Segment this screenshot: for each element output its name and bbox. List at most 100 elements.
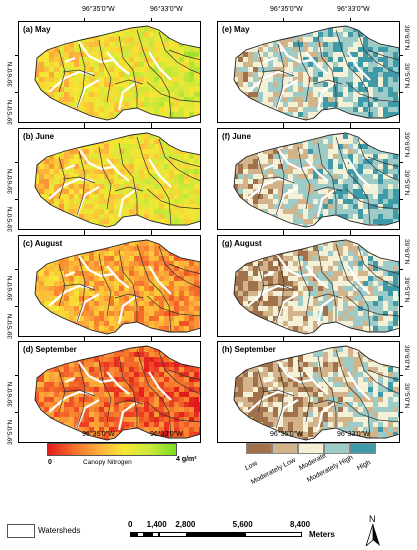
latitude-label: 39°6'0"N: [7, 168, 14, 194]
category-swatch-3: [324, 443, 350, 454]
watershed-boundary: [136, 243, 172, 333]
watershed-boundary: [146, 188, 200, 210]
map-panel-d: (d) September: [18, 341, 201, 443]
watershed-map-d: [34, 345, 200, 441]
study-area-outline: [34, 132, 200, 228]
study-area-outline: [34, 345, 200, 441]
watershed-boundary: [62, 389, 96, 397]
right-bottom-coord-2: 96°33'0"W: [337, 431, 370, 438]
watershed-boundary: [297, 359, 311, 423]
map-tick: [399, 92, 403, 93]
watershed-boundary: [275, 150, 285, 216]
watershed-boundary: [98, 253, 112, 317]
panel-label-d: (d) September: [23, 345, 77, 354]
map-tick: [283, 18, 284, 22]
map-tick: [15, 412, 19, 413]
watershed-boundary: [76, 257, 86, 323]
map-tick: [151, 18, 152, 22]
map-tick: [399, 375, 403, 376]
map-tick: [283, 122, 284, 126]
watershed-boundary: [118, 355, 138, 428]
watershed-boundary: [357, 245, 399, 289]
watershed-boundary: [114, 293, 144, 299]
map-tick: [399, 269, 403, 270]
map-tick: [283, 232, 284, 236]
watershed-boundary: [118, 35, 138, 108]
panel-label-b: (b) June: [23, 132, 55, 141]
watershed-boundary: [297, 146, 311, 210]
watershed-boundary: [98, 146, 112, 210]
watershed-boundary: [146, 81, 200, 103]
watershed-label: Watersheds: [38, 526, 81, 535]
scale-subsegment: [130, 532, 138, 537]
latitude-label: 39°6'0"N: [7, 381, 14, 407]
map-tick: [283, 338, 284, 342]
watershed-boundary: [313, 399, 343, 405]
map-tick: [399, 199, 403, 200]
watershed-boundary: [357, 138, 399, 182]
watershed-boundary: [158, 31, 200, 75]
map-tick: [283, 125, 284, 129]
watershed-boundary: [261, 69, 295, 77]
watershed-boundary: [367, 156, 399, 168]
watershed-map-b: [34, 132, 200, 228]
watershed-boundary: [367, 369, 399, 381]
category-swatch-4: [350, 443, 376, 454]
watershed-boundary: [357, 351, 399, 395]
scale-unit: Meters: [309, 530, 335, 539]
watershed-map-e: [233, 25, 399, 121]
nitrogen-title: Canopy Nitrogen: [83, 459, 132, 466]
watershed-boundary: [76, 43, 86, 109]
panel-label-a: (a) May: [23, 25, 51, 34]
watershed-boundary: [76, 150, 86, 216]
map-tick: [283, 229, 284, 233]
watershed-boundary: [357, 31, 399, 75]
latitude-label: 39°5'0"N: [7, 419, 14, 445]
watershed-boundary: [335, 243, 371, 333]
scale-tick-label: 5,600: [232, 520, 253, 529]
map-tick: [151, 125, 152, 129]
watershed-boundary: [335, 349, 371, 439]
map-tick: [399, 412, 403, 413]
watershed-map-g: [233, 239, 399, 335]
map-panel-a: (a) May: [18, 21, 201, 123]
latitude-label: 39°6'0"N: [7, 61, 14, 87]
scale-subsegment: [151, 532, 159, 537]
category-label-0: Low: [244, 459, 259, 473]
scale-tick-label: 1,400: [146, 520, 167, 529]
watershed-boundary: [297, 253, 311, 317]
study-area-outline: [233, 239, 399, 335]
watershed-boundary: [62, 283, 96, 291]
watershed-boundary: [345, 81, 399, 103]
watershed-boundary: [313, 293, 343, 299]
latitude-label: 39°6'0"N: [403, 25, 410, 51]
map-panel-h: (h) September: [217, 341, 400, 443]
nitrogen-max-label: 4 g/m²: [176, 456, 197, 463]
left-top-coord-2: 96°33'0"W: [150, 6, 183, 13]
watershed-boundary: [114, 79, 144, 85]
map-tick: [151, 338, 152, 342]
category-swatch-1: [272, 443, 298, 454]
watershed-boundary: [62, 176, 96, 184]
map-tick: [350, 338, 351, 342]
watershed-boundary: [146, 401, 200, 423]
study-area-outline: [34, 239, 200, 335]
watershed-boundary: [317, 355, 337, 428]
map-tick: [350, 232, 351, 236]
watershed-map-c: [34, 239, 200, 335]
scale-segment: [158, 532, 188, 537]
map-tick: [350, 18, 351, 22]
map-tick: [84, 338, 85, 342]
watershed-boundary: [98, 39, 112, 103]
panel-label-c: (c) August: [23, 239, 63, 248]
latitude-label: 39°6'0"N: [403, 345, 410, 371]
map-tick: [151, 122, 152, 126]
map-tick: [399, 162, 403, 163]
map-panel-e: (e) May: [217, 21, 400, 123]
scale-subsegment: [144, 532, 152, 537]
map-tick: [15, 375, 19, 376]
scale-segment: [187, 532, 245, 537]
map-tick: [399, 55, 403, 56]
scale-subsegment: [137, 532, 145, 537]
map-tick: [15, 55, 19, 56]
